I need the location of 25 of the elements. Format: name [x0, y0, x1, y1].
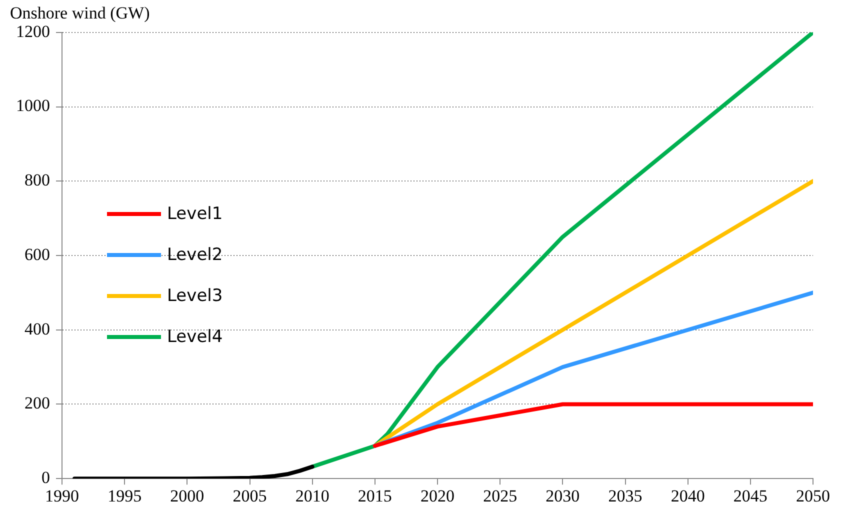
x-tick-label: 1990: [45, 486, 79, 506]
legend-label: Level1: [167, 204, 223, 224]
legend-label: Level2: [167, 245, 223, 265]
x-tick-label: 2015: [358, 486, 392, 506]
chart-title: Onshore wind (GW): [10, 4, 150, 23]
x-tick-label: 2000: [170, 486, 204, 506]
y-tick-label: 1200: [16, 22, 50, 41]
y-tick-label: 1000: [16, 96, 50, 116]
x-tick-label: 2005: [232, 486, 267, 506]
y-tick-label: 200: [24, 394, 50, 413]
y-tick-label: 600: [24, 244, 50, 264]
y-tick-label: 400: [24, 319, 50, 338]
x-tick-label: 2050: [796, 486, 830, 506]
x-tick-label: 2020: [420, 486, 454, 506]
x-tick-label: 2030: [546, 486, 580, 506]
x-tick-label: 2010: [295, 486, 330, 506]
x-tick-label: 1995: [108, 486, 142, 506]
legend-label: Level3: [167, 286, 223, 306]
y-tick-label: 800: [24, 170, 50, 190]
x-tick-label: 2040: [670, 486, 705, 506]
legend-label: Level4: [167, 327, 223, 347]
x-tick-label: 2045: [733, 486, 768, 506]
y-tick-label: 0: [42, 468, 50, 488]
x-tick-label: 2035: [608, 486, 642, 506]
x-tick-label: 2025: [483, 486, 518, 506]
